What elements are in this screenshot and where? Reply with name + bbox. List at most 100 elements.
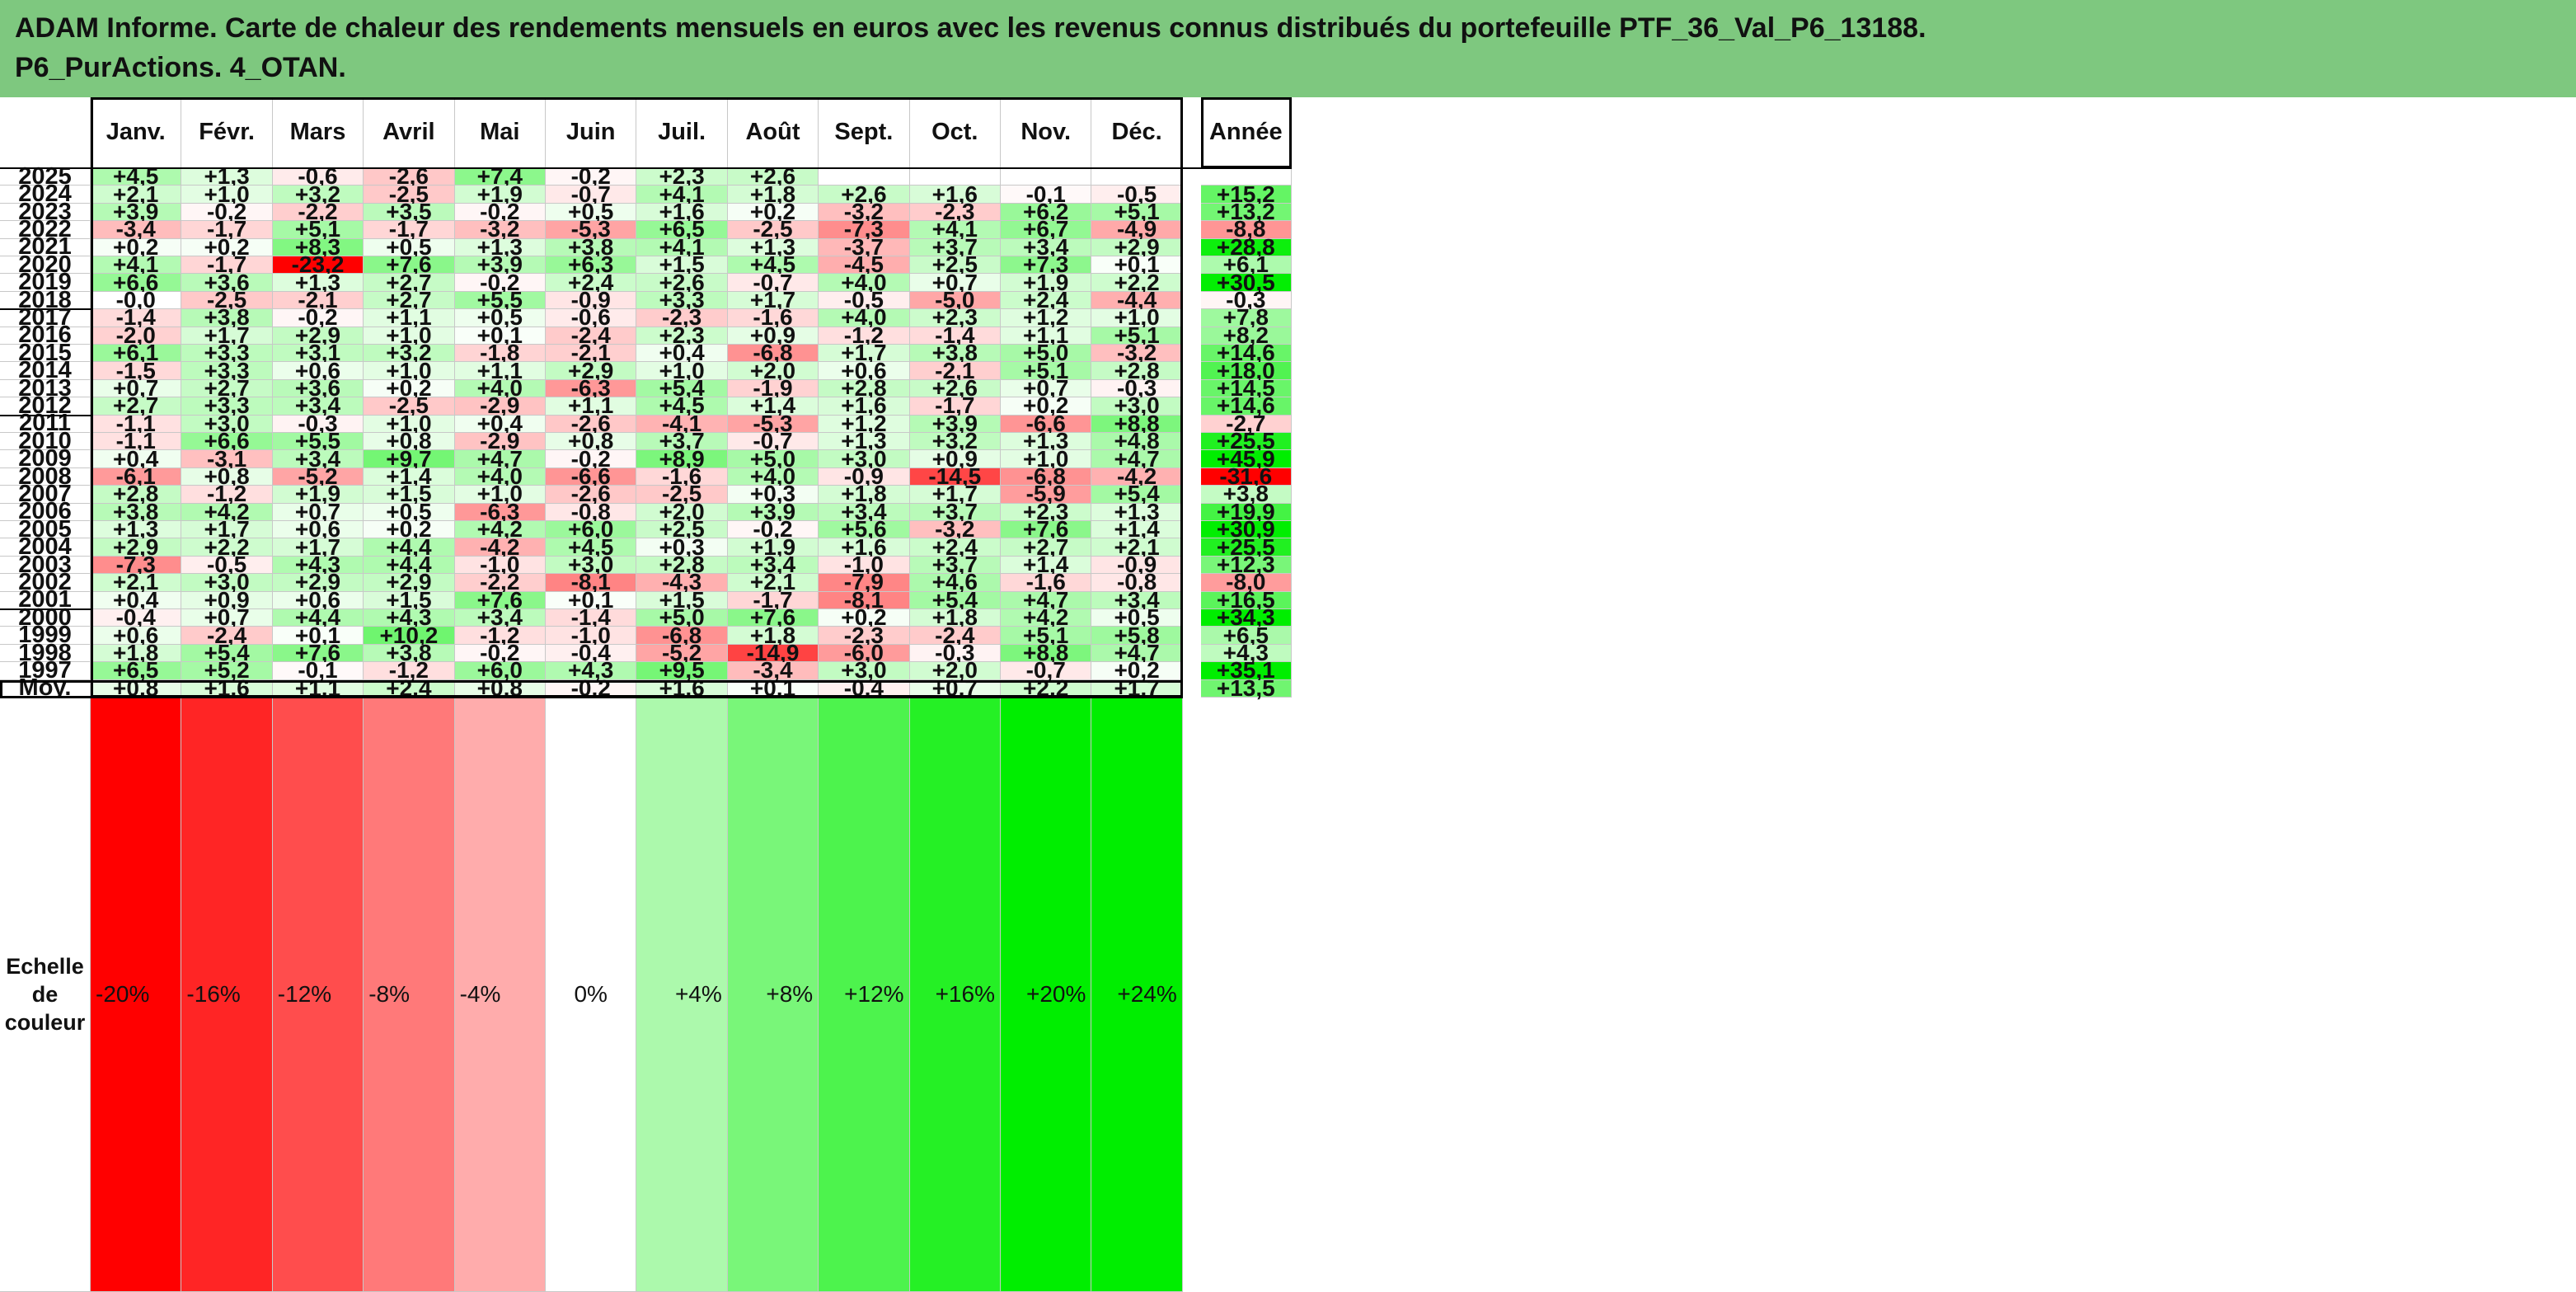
heatmap-cell: -1,4 bbox=[909, 322, 1001, 348]
heatmap-cell: +4,0 bbox=[454, 463, 546, 489]
annual-return-cell: +14,6 bbox=[1200, 392, 1292, 418]
heatmap-cell: +0,4 bbox=[91, 587, 182, 613]
average-cell: -0,4 bbox=[819, 675, 910, 701]
heatmap-cell: -2,1 bbox=[909, 358, 1001, 383]
heatmap-cell: +3,1 bbox=[272, 340, 364, 365]
year-label: 2003 bbox=[0, 552, 91, 578]
heatmap-cell: +3,0 bbox=[819, 657, 910, 683]
year-label: 2001 bbox=[0, 586, 91, 613]
heatmap-cell: +1,3 bbox=[1001, 428, 1092, 453]
heatmap-cell: -2,9 bbox=[454, 428, 546, 453]
column-header-7: Juil. bbox=[636, 97, 728, 168]
heatmap-cell: +1,1 bbox=[364, 304, 455, 330]
heatmap-cell: +2,4 bbox=[1001, 287, 1092, 312]
heatmap-cell: +4,5 bbox=[727, 251, 819, 277]
heatmap-cell: -14,9 bbox=[727, 640, 819, 665]
average-cell: +0,8 bbox=[91, 675, 182, 701]
corner-cell bbox=[0, 97, 91, 168]
heatmap-cell: +4,0 bbox=[454, 375, 546, 401]
heatmap-cell: +3,4 bbox=[454, 604, 546, 630]
annual-return-cell: +34,3 bbox=[1200, 604, 1292, 630]
heatmap-cell: +0,2 bbox=[727, 199, 819, 224]
heatmap-cell: -4,5 bbox=[819, 251, 910, 277]
heatmap-cell: +1,3 bbox=[1091, 499, 1183, 524]
heatmap-cell: -1,2 bbox=[181, 481, 273, 506]
year-label: 2024 bbox=[0, 181, 91, 207]
heatmap-cell: +1,3 bbox=[819, 428, 910, 453]
heatmap-cell: +1,9 bbox=[1001, 270, 1092, 295]
heatmap-cell: +1,7 bbox=[727, 287, 819, 312]
heatmap-cell: +2,4 bbox=[909, 534, 1001, 560]
column-header-9: Sept. bbox=[819, 97, 910, 168]
average-cell: +0,7 bbox=[909, 675, 1001, 701]
heatmap-cell: +2,4 bbox=[546, 270, 637, 295]
legend-swatch: +20% bbox=[1001, 698, 1092, 1292]
heatmap-cell: -0,8 bbox=[1091, 569, 1183, 594]
heatmap-cell: +0,7 bbox=[181, 604, 273, 630]
heatmap-cell: -0,5 bbox=[1091, 181, 1183, 207]
heatmap-cell: -6,6 bbox=[546, 463, 637, 489]
heatmap-cell: -4,3 bbox=[636, 569, 728, 594]
heatmap-cell: +2,9 bbox=[1091, 234, 1183, 260]
column-header-8: Août bbox=[727, 97, 819, 168]
year-label: 2020 bbox=[0, 251, 91, 278]
heatmap-cell: -7,3 bbox=[91, 552, 182, 577]
heatmap-cell: -6,1 bbox=[91, 463, 182, 489]
legend-swatch: 0% bbox=[546, 698, 637, 1292]
heatmap-cell: +3,9 bbox=[727, 499, 819, 524]
heatmap-cell: +4,7 bbox=[1001, 587, 1092, 613]
heatmap-cell: -1,1 bbox=[91, 411, 182, 436]
heatmap-cell: -1,8 bbox=[454, 340, 546, 365]
heatmap-cell: +0,5 bbox=[454, 304, 546, 330]
heatmap-cell: +4,4 bbox=[364, 552, 455, 577]
heatmap-cell: +0,2 bbox=[1091, 657, 1183, 683]
annual-return-cell: -2,7 bbox=[1200, 411, 1292, 436]
legend-swatch: +8% bbox=[727, 698, 819, 1292]
heatmap-cell: +6,6 bbox=[181, 428, 273, 453]
heatmap-cell: +4,5 bbox=[546, 534, 637, 560]
heatmap-cell: +1,5 bbox=[364, 481, 455, 506]
heatmap-cell: +2,0 bbox=[909, 657, 1001, 683]
heatmap-cell: +3,3 bbox=[181, 358, 273, 383]
heatmap-cell: +0,9 bbox=[727, 322, 819, 348]
annual-return-cell: +14,5 bbox=[1200, 375, 1292, 401]
heatmap-cell: +0,6 bbox=[91, 623, 182, 648]
heatmap-cell: +3,6 bbox=[181, 270, 273, 295]
average-cell: +1,7 bbox=[1091, 675, 1183, 701]
heatmap-cell: -5,9 bbox=[1001, 481, 1092, 506]
heatmap-cell: -5,3 bbox=[546, 216, 637, 242]
heatmap-cell: +0,5 bbox=[364, 499, 455, 524]
heatmap-cell: +2,3 bbox=[636, 322, 728, 348]
heatmap-cell: +1,1 bbox=[546, 392, 637, 418]
year-label: 2021 bbox=[0, 233, 91, 260]
heatmap-cell: +0,6 bbox=[272, 516, 364, 542]
heatmap-cell: -0,2 bbox=[727, 516, 819, 542]
heatmap-cell: +5,0 bbox=[727, 446, 819, 472]
heatmap-cell: -6,6 bbox=[1001, 411, 1092, 436]
heatmap-cell: -2,5 bbox=[364, 392, 455, 418]
heatmap-cell: -3,1 bbox=[181, 446, 273, 472]
heatmap-cell: -4,2 bbox=[1091, 463, 1183, 489]
heatmap-cell: +2,7 bbox=[364, 270, 455, 295]
heatmap-cell bbox=[1001, 168, 1092, 186]
heatmap-cell: +1,6 bbox=[909, 181, 1001, 207]
column-header-10: Oct. bbox=[909, 97, 1001, 168]
heatmap-cell: -2,5 bbox=[181, 287, 273, 312]
heatmap-cell: +2,5 bbox=[909, 251, 1001, 277]
heatmap-cell: +7,6 bbox=[1001, 516, 1092, 542]
average-cell: -0,2 bbox=[546, 675, 637, 701]
heatmap-cell: +0,4 bbox=[91, 446, 182, 472]
heatmap-cell: +1,4 bbox=[364, 463, 455, 489]
heatmap-cell: +2,0 bbox=[727, 358, 819, 383]
heatmap-cell: +1,8 bbox=[909, 604, 1001, 630]
year-label: 2006 bbox=[0, 498, 91, 524]
column-header-2: Févr. bbox=[181, 97, 273, 168]
heatmap-cell: -0,9 bbox=[546, 287, 637, 312]
heatmap-cell: +9,7 bbox=[364, 446, 455, 472]
heatmap-cell bbox=[819, 168, 910, 186]
heatmap-cell: +1,7 bbox=[272, 534, 364, 560]
heatmap-cell: -0,4 bbox=[546, 640, 637, 665]
heatmap-cell: -2,5 bbox=[727, 216, 819, 242]
annual-return-cell: +6,1 bbox=[1200, 251, 1292, 277]
annual-return-cell: +8,2 bbox=[1200, 322, 1292, 348]
